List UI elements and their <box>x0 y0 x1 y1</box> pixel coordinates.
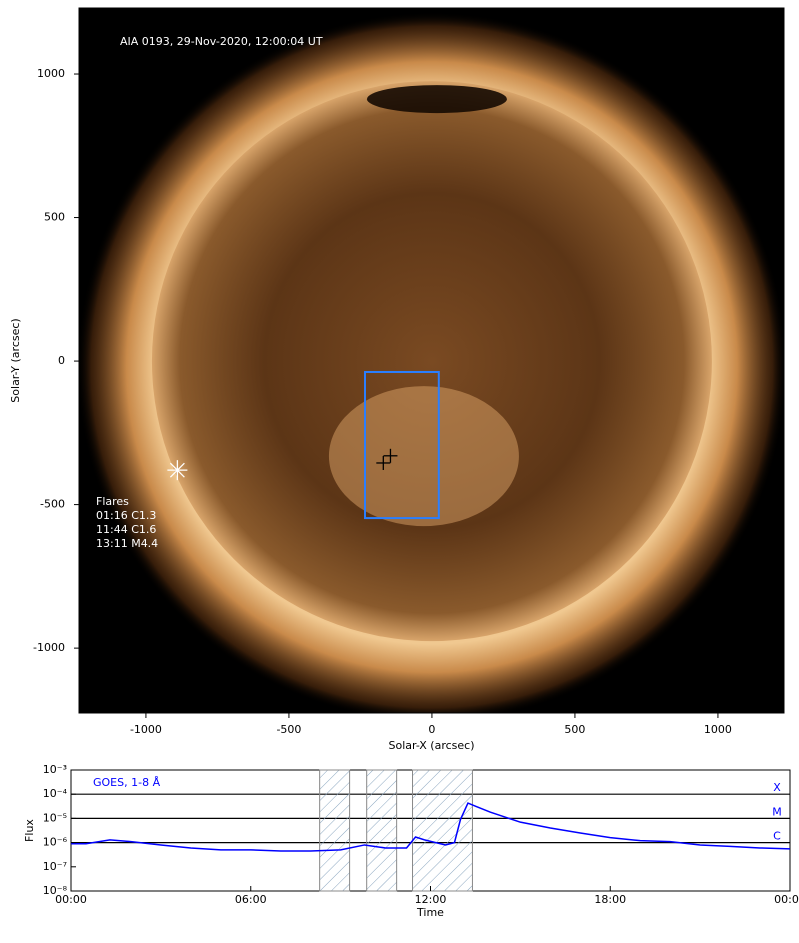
x-tick-label: 12:00 <box>415 893 447 906</box>
y-tick-label: 10⁻⁸ <box>43 884 68 897</box>
shaded-interval <box>366 769 398 892</box>
shaded-interval <box>412 769 473 892</box>
x-tick-label: 00:00 <box>774 893 799 906</box>
x-tick-label: 06:00 <box>235 893 267 906</box>
x-tick-label: 00:00 <box>55 893 87 906</box>
x-tick-label: -1000 <box>130 723 162 736</box>
flux-line <box>71 802 791 852</box>
y-axis-label: Flux <box>23 819 36 842</box>
flare-marker <box>376 455 391 470</box>
image-title: AIA 0193, 29-Nov-2020, 12:00:04 UT <box>120 35 323 48</box>
x-tick-label: 18:00 <box>594 893 626 906</box>
coronal-hole <box>366 85 507 114</box>
y-tick-label: -1000 <box>33 641 65 654</box>
sun-image <box>79 12 784 713</box>
y-axis-label: Solar-Y (arcsec) <box>9 318 22 402</box>
series-label: GOES, 1-8 Å <box>93 776 161 789</box>
class-label: X <box>773 781 781 794</box>
flare-entry: 01:16 C1.3 <box>96 509 156 522</box>
y-tick-label: 10⁻⁵ <box>43 811 67 824</box>
shaded-interval <box>319 769 351 892</box>
y-tick-label: 10⁻⁶ <box>43 836 68 849</box>
x-axis-label: Time <box>416 906 444 919</box>
x-tick-label: 500 <box>564 723 585 736</box>
class-label: M <box>772 805 782 818</box>
class-label: C <box>773 830 781 843</box>
flares-title: Flares <box>96 495 129 508</box>
flare-marker <box>167 460 188 481</box>
y-tick-label: -500 <box>40 498 65 511</box>
x-tick-label: 1000 <box>704 723 732 736</box>
x-axis-label: Solar-X (arcsec) <box>389 739 475 752</box>
y-tick-label: 1000 <box>37 67 65 80</box>
y-tick-label: 10⁻⁴ <box>43 787 68 800</box>
flare-entry: 11:44 C1.6 <box>96 523 156 536</box>
flare-entry: 13:11 M4.4 <box>96 537 158 550</box>
y-tick-label: 0 <box>58 354 65 367</box>
region-box <box>364 370 440 520</box>
solar-disk <box>151 81 712 642</box>
y-tick-label: 500 <box>44 211 65 224</box>
active-region-glow <box>328 386 519 527</box>
flare-marker <box>383 448 398 463</box>
y-tick-label: 10⁻⁷ <box>43 860 67 873</box>
x-tick-label: 0 <box>428 723 435 736</box>
marker-stroke <box>169 462 185 478</box>
x-tick-label: -500 <box>276 723 301 736</box>
y-tick-label: 10⁻³ <box>43 763 67 776</box>
